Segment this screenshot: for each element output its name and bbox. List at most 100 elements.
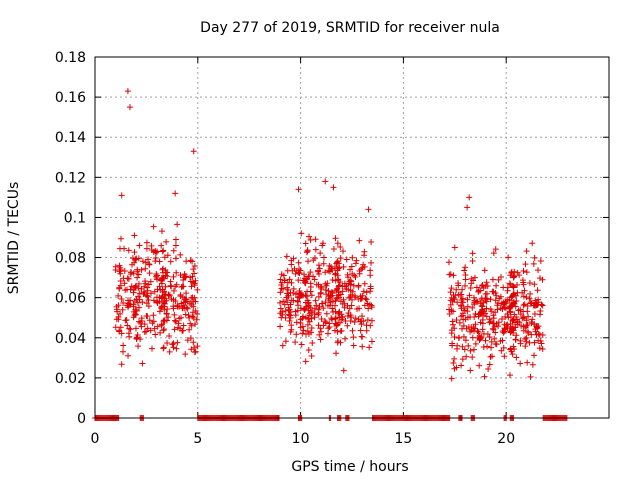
data-point <box>510 299 517 306</box>
data-point <box>302 358 309 365</box>
data-point <box>280 298 287 305</box>
data-point <box>117 270 124 277</box>
data-point <box>159 280 166 287</box>
data-point <box>154 248 161 255</box>
data-point <box>189 313 196 320</box>
data-points <box>92 88 570 421</box>
data-point <box>187 257 194 264</box>
data-point <box>329 305 336 312</box>
data-point <box>450 291 457 298</box>
data-point <box>504 311 511 318</box>
data-point <box>477 287 484 294</box>
data-point <box>514 281 521 288</box>
data-point <box>152 331 159 338</box>
y-tick-label: 0.1 <box>64 210 86 226</box>
data-point <box>368 239 375 246</box>
data-point <box>182 351 189 358</box>
data-point <box>348 263 355 270</box>
data-point <box>448 307 455 314</box>
data-point <box>458 291 465 298</box>
data-point <box>308 353 315 360</box>
data-point <box>350 282 357 289</box>
data-point <box>287 314 294 321</box>
data-point <box>150 297 157 304</box>
data-point <box>142 259 149 266</box>
data-point <box>488 308 495 315</box>
data-point <box>531 352 538 359</box>
data-point <box>132 256 139 263</box>
data-point <box>288 326 295 333</box>
data-point <box>489 353 496 360</box>
data-point <box>315 281 322 288</box>
data-point <box>522 261 529 268</box>
data-point <box>120 275 127 282</box>
data-point <box>308 329 315 336</box>
data-point <box>121 245 128 252</box>
data-point <box>306 318 313 325</box>
data-point <box>145 297 152 304</box>
data-point <box>151 325 158 332</box>
data-point <box>297 324 304 331</box>
data-point <box>174 339 181 346</box>
data-point <box>505 254 512 261</box>
data-point <box>293 319 300 326</box>
data-point <box>146 270 153 277</box>
data-point <box>127 269 134 276</box>
data-point <box>486 319 493 326</box>
data-point <box>525 313 532 320</box>
data-point <box>348 278 355 285</box>
data-point <box>292 270 299 277</box>
data-point <box>171 311 178 318</box>
data-point <box>461 267 468 274</box>
data-point <box>538 340 545 347</box>
data-point <box>277 289 284 296</box>
data-point <box>117 324 124 331</box>
data-point <box>136 290 143 297</box>
data-point <box>168 295 175 302</box>
data-point <box>523 322 530 329</box>
data-point <box>472 340 479 347</box>
data-point <box>190 303 197 310</box>
data-point <box>451 333 458 340</box>
data-point <box>510 290 517 297</box>
data-point <box>151 288 158 295</box>
data-point <box>510 317 517 324</box>
data-point <box>469 304 476 311</box>
data-point <box>350 334 357 341</box>
data-point <box>122 287 129 294</box>
data-point <box>343 285 350 292</box>
data-point <box>174 221 181 228</box>
data-point <box>482 337 489 344</box>
data-point <box>297 267 304 274</box>
data-point <box>144 287 151 294</box>
data-point <box>479 326 486 333</box>
data-point <box>163 310 170 317</box>
data-point <box>283 294 290 301</box>
data-point <box>539 345 546 352</box>
data-point <box>278 314 285 321</box>
data-point <box>507 272 514 279</box>
data-point <box>356 270 363 277</box>
data-point <box>142 265 149 272</box>
data-point <box>180 302 187 309</box>
data-point <box>448 375 455 382</box>
data-point <box>451 365 458 372</box>
data-point <box>453 345 460 352</box>
y-tick-label: 0.04 <box>55 331 86 347</box>
data-point <box>188 294 195 301</box>
data-point <box>154 323 161 330</box>
data-point <box>327 299 334 306</box>
data-point <box>295 186 302 193</box>
data-point <box>335 260 342 267</box>
data-point <box>288 261 295 268</box>
data-point <box>145 256 152 263</box>
data-point <box>161 317 168 324</box>
data-point <box>531 281 538 288</box>
data-point <box>158 242 165 249</box>
data-point <box>526 295 533 302</box>
x-tick-label: 20 <box>497 431 515 447</box>
data-point <box>531 311 538 318</box>
data-point <box>164 252 171 259</box>
y-tick-label: 0 <box>77 411 86 427</box>
data-point <box>365 206 372 213</box>
